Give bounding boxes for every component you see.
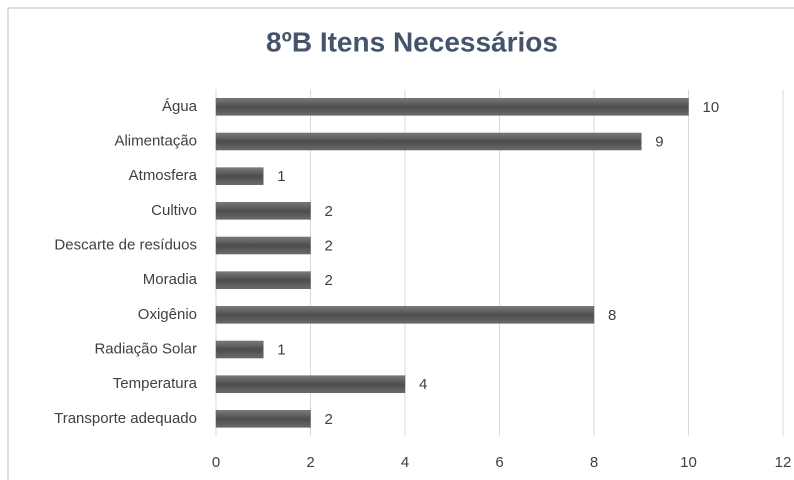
chart-title: 8ºB Itens Necessários [266,26,558,57]
y-tick-label: Radiação Solar [94,340,197,357]
data-label: 2 [325,237,333,254]
x-tick-label: 2 [306,454,314,471]
data-label: 10 [703,99,720,116]
y-tick-label: Descarte de resíduos [54,236,197,253]
data-label: 2 [325,203,333,220]
y-tick-label: Água [162,98,198,115]
bar [215,410,311,428]
x-tick-label: 10 [680,454,697,471]
y-tick-label: Alimentação [114,132,197,149]
data-label: 1 [277,168,285,185]
bar [215,271,311,289]
data-label: 2 [325,272,333,289]
x-tick-label: 12 [775,454,792,471]
bar [215,167,264,185]
y-tick-label: Transporte adequado [54,410,197,427]
bar [215,132,642,151]
data-label: 1 [277,341,285,358]
bar [215,306,595,324]
data-label: 9 [655,133,663,150]
x-tick-label: 0 [212,454,220,471]
chart-border [7,7,794,480]
x-tick-label: 6 [495,454,503,471]
y-tick-label: Temperatura [113,375,198,392]
y-tick-label: Cultivo [151,202,197,219]
bar [215,98,689,116]
x-tick-label: 4 [401,454,409,471]
data-label: 8 [608,307,616,324]
data-label: 2 [325,411,333,428]
bar [215,375,406,393]
x-tick-label: 8 [590,454,598,471]
y-tick-label: Moradia [143,271,198,288]
y-tick-label: Atmosfera [129,167,198,184]
data-label: 4 [419,376,427,393]
bar [215,202,311,220]
bar [215,236,311,255]
bar [215,340,264,359]
y-tick-label: Oxigênio [138,306,197,323]
